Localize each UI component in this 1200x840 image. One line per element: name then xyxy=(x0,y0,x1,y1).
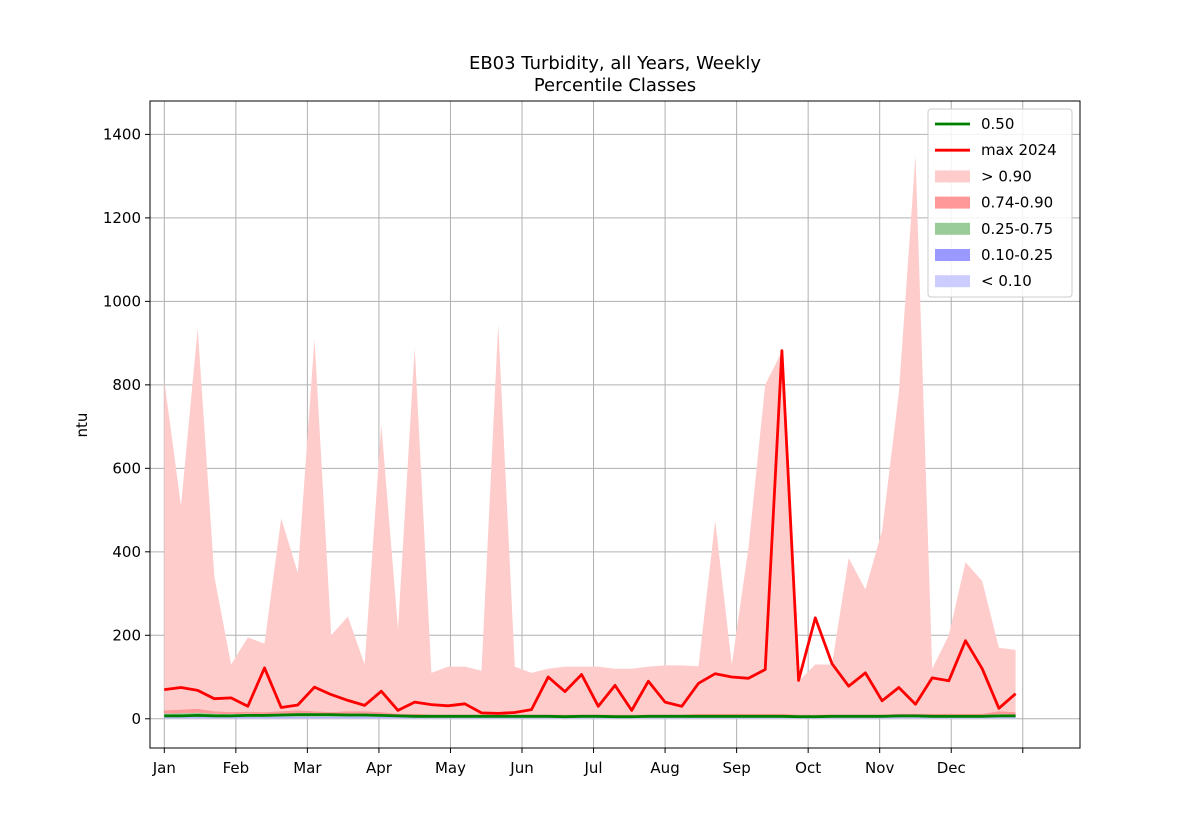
legend: 0.50 max 2024 > 0.90 0.74-0.90 0.25-0.75 0.10… xyxy=(927,108,1073,298)
legend-swatch xyxy=(935,196,970,209)
y-tick-label: 1200 xyxy=(103,209,141,227)
y-axis: 0 200 400 600 800 1000 1200 1400 xyxy=(103,125,150,728)
legend-label: 0.10-0.25 xyxy=(981,246,1053,264)
legend-label: > 0.90 xyxy=(981,167,1032,185)
chart-subtitle: Percentile Classes xyxy=(534,75,696,96)
x-tick-label: Sep xyxy=(722,759,750,777)
legend-swatch xyxy=(935,170,970,183)
x-tick-label: Feb xyxy=(223,759,250,777)
x-tick-label: Jun xyxy=(509,759,533,777)
x-tick-label: May xyxy=(435,759,466,777)
y-tick-label: 200 xyxy=(112,626,141,644)
x-tick-label: Nov xyxy=(865,759,894,777)
x-tick-label: Jan xyxy=(152,759,176,777)
band-0-74-0-90 xyxy=(164,708,1016,716)
x-tick-label: Mar xyxy=(293,759,322,777)
y-tick-label: 400 xyxy=(112,543,141,561)
y-tick-label: 1400 xyxy=(103,125,141,143)
legend-label: 0.25-0.75 xyxy=(981,220,1053,238)
y-axis-label: ntu xyxy=(73,413,91,438)
plot-frame xyxy=(149,100,1081,749)
y-tick-label: 1000 xyxy=(103,292,141,310)
y-tick-label: 600 xyxy=(112,459,141,477)
x-tick-label: Aug xyxy=(650,759,679,777)
x-tick-label: Jul xyxy=(583,759,602,777)
legend-swatch xyxy=(935,249,970,261)
legend-label: 0.74-0.90 xyxy=(981,194,1053,212)
series-lines xyxy=(164,349,1017,719)
x-tick-label: Dec xyxy=(937,759,966,777)
legend-swatch xyxy=(935,222,970,235)
band--0-90 xyxy=(164,155,1016,715)
legend-swatch xyxy=(935,275,970,288)
y-tick-label: 0 xyxy=(131,710,141,728)
legend-label: < 0.10 xyxy=(981,272,1032,290)
band--0-10 xyxy=(164,717,1016,719)
legend-label: 0.50 xyxy=(981,115,1014,133)
axes-frame xyxy=(149,100,1081,749)
x-tick-label: Apr xyxy=(366,759,393,777)
y-tick-label: 800 xyxy=(112,376,141,394)
chart-title: EB03 Turbidity, all Years, Weekly xyxy=(469,53,761,74)
series-line-0-50 xyxy=(164,713,1016,719)
series-line-max-2024 xyxy=(164,349,1017,715)
x-axis: Jan Feb Mar Apr May Jun Jul Aug Sep Oct Nov Dec xyxy=(152,748,1024,777)
x-tick-label: Oct xyxy=(795,759,821,777)
legend-label: max 2024 xyxy=(981,141,1057,159)
